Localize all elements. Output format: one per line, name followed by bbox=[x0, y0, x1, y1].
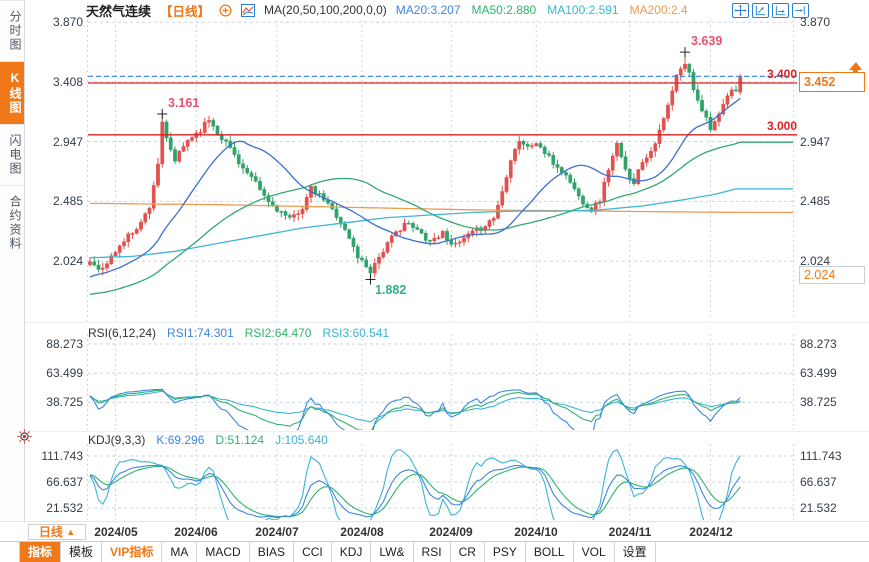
price-axis-label-left: 2.485 bbox=[52, 194, 83, 208]
ma-value-label: MA20:3.207 bbox=[395, 3, 461, 17]
ma-legend-icon bbox=[241, 3, 256, 17]
indicator-tab-RSI[interactable]: RSI bbox=[414, 542, 451, 562]
ma-settings-label[interactable]: MA(20,50,100,200,0,0) bbox=[264, 3, 387, 17]
price-axis-label-left: 3.870 bbox=[52, 15, 83, 29]
indicator-tab-模板[interactable]: 模板 bbox=[61, 542, 103, 562]
kdj-header: KDJ(9,3,3) K:69.296 D:51.124 J:105.640 bbox=[88, 433, 328, 447]
indicator-tab-VOL[interactable]: VOL bbox=[574, 542, 615, 562]
indicator-value-label: J:105.640 bbox=[275, 433, 328, 447]
price-annotation: 3.639 bbox=[691, 34, 723, 48]
ma-value-label: MA50:2.880 bbox=[471, 3, 537, 17]
rsi-title[interactable]: RSI(6,12,24) bbox=[88, 326, 157, 340]
caret-up-icon: ▲ bbox=[66, 527, 76, 537]
price-annotation: 3.161 bbox=[168, 96, 200, 110]
month-tick-label: 2024/12 bbox=[689, 525, 733, 539]
kdj-axis-label-right: 21.532 bbox=[800, 501, 837, 515]
rsi-axis-label-right: 38.725 bbox=[800, 395, 837, 409]
goto-latest-icon[interactable] bbox=[792, 3, 809, 18]
indicator-tab-BIAS[interactable]: BIAS bbox=[250, 542, 295, 562]
rsi-axis-label-right: 88.273 bbox=[800, 337, 837, 351]
kdj-axis-label-left: 21.532 bbox=[46, 501, 83, 515]
period-selector-button[interactable]: 日线 ▲ bbox=[28, 524, 86, 540]
current-price-box: 3.452 bbox=[799, 72, 865, 92]
indicator-tab-MACD[interactable]: MACD bbox=[197, 542, 250, 562]
price-level-lines bbox=[88, 75, 797, 136]
month-tick-label: 2024/11 bbox=[608, 525, 652, 539]
price-axis-label-left: 2.947 bbox=[52, 135, 83, 149]
sidebar: 分时图 K线图 闪电图 合约资料 bbox=[0, 0, 25, 521]
main-price-panel bbox=[88, 52, 793, 295]
month-tick-label: 2024/05 bbox=[94, 525, 138, 539]
ma-values: MA20:3.207 MA50:2.880 MA100:2.591 MA200:2.4 bbox=[396, 3, 688, 17]
kdj-panel bbox=[89, 448, 741, 520]
price-scale-icon[interactable] bbox=[752, 3, 769, 18]
indicator-value-label: K:69.296 bbox=[156, 433, 205, 447]
alert-line-label: 3.400 bbox=[766, 67, 797, 81]
indicator-tab-bar: 指标 模板 VIP指标 MA MACD BIAS CCI KDJ LW& RSI CR PSY BOLL… bbox=[0, 541, 869, 562]
sidebar-item-4[interactable]: 合约资料 bbox=[0, 185, 24, 260]
price-up-arrow-icon bbox=[849, 62, 862, 75]
indicator-tab-PSY[interactable]: PSY bbox=[485, 542, 526, 562]
time-axis-row: 日线 ▲ 2024/05 2024/06 2024/07 2024/08 2024/09… bbox=[0, 521, 869, 541]
price-axis-label-right: 2.024 bbox=[800, 254, 831, 268]
alert-line-label: 3.000 bbox=[766, 119, 797, 133]
instrument-title: 天然气连续 bbox=[86, 3, 152, 19]
month-tick-label: 2024/10 bbox=[514, 525, 558, 539]
month-tick-label: 2024/07 bbox=[255, 525, 299, 539]
price-axis-label-right: 2.947 bbox=[800, 135, 831, 149]
rsi-axis-label-left: 63.499 bbox=[46, 366, 83, 380]
indicator-tab-VIP指标[interactable]: VIP指标 bbox=[102, 542, 163, 562]
indicator-tab-设置[interactable]: 设置 bbox=[615, 542, 656, 562]
time-scale-icon[interactable] bbox=[772, 3, 789, 18]
indicator-value-label: D:51.124 bbox=[215, 433, 265, 447]
month-tick-label: 2024/06 bbox=[174, 525, 218, 539]
indicator-tab-BOLL[interactable]: BOLL bbox=[526, 542, 574, 562]
kdj-axis-label-left: 111.743 bbox=[41, 449, 83, 463]
period-tag: 【日线】 bbox=[160, 4, 211, 19]
rsi-axis-label-left: 38.725 bbox=[46, 395, 83, 409]
grid bbox=[25, 20, 869, 520]
price-annotation: 1.882 bbox=[375, 283, 407, 297]
pan-crosshair-icon[interactable] bbox=[732, 3, 749, 18]
indicator-tab-指标[interactable]: 指标 bbox=[19, 542, 62, 562]
month-tick-label: 2024/09 bbox=[429, 525, 473, 539]
sidebar-item-2[interactable]: K线图 bbox=[0, 61, 24, 124]
price-axis-label-left: 2.024 bbox=[52, 254, 83, 268]
price-axis-label-left: 3.408 bbox=[52, 75, 83, 89]
indicator-tab-KDJ[interactable]: KDJ bbox=[332, 542, 372, 562]
annotation-markers bbox=[157, 47, 690, 285]
indicator-tab-CCI[interactable]: CCI bbox=[294, 542, 332, 562]
rsi-values: RSI1:74.301 RSI2:64.470 RSI3:60.541 bbox=[167, 326, 389, 340]
indicator-tab-MA[interactable]: MA bbox=[162, 542, 198, 562]
sidebar-item-1[interactable]: 分时图 bbox=[0, 0, 24, 61]
indicator-value-label: RSI2:64.470 bbox=[244, 326, 312, 340]
indicator-tab-CR[interactable]: CR bbox=[451, 542, 485, 562]
price-axis-label-right: 3.870 bbox=[800, 15, 831, 29]
kdj-values: K:69.296 D:51.124 J:105.640 bbox=[156, 433, 327, 447]
kdj-axis-label-right: 111.743 bbox=[800, 449, 842, 463]
kdj-axis-label-right: 66.637 bbox=[800, 475, 837, 489]
rsi-header: RSI(6,12,24) RSI1:74.301 RSI2:64.470 RSI3:… bbox=[88, 326, 389, 340]
indicator-value-label: RSI1:74.301 bbox=[167, 326, 234, 340]
low-marker-box: 2.024 bbox=[799, 266, 865, 284]
price-axis-label-right: 2.485 bbox=[800, 194, 831, 208]
month-tick-label: 2024/08 bbox=[340, 525, 384, 539]
alarm-indicator-icon[interactable] bbox=[17, 429, 32, 444]
ma-value-label: MA200:2.4 bbox=[629, 3, 688, 17]
add-indicator-icon[interactable] bbox=[219, 3, 232, 17]
kdj-title[interactable]: KDJ(9,3,3) bbox=[88, 433, 146, 447]
kdj-axis-label-left: 66.637 bbox=[46, 475, 83, 489]
chart-toolbar bbox=[732, 3, 809, 18]
ma-value-label: MA100:2.591 bbox=[547, 3, 619, 17]
chart-header: 天然气连续 【日线】 MA(20,50,100,200,0,0) MA20:3.… bbox=[86, 2, 688, 19]
sidebar-item-3[interactable]: 闪电图 bbox=[0, 124, 24, 185]
indicator-tab-LW&[interactable]: LW& bbox=[371, 542, 414, 562]
rsi-axis-label-left: 88.273 bbox=[46, 337, 83, 351]
rsi-panel bbox=[89, 388, 741, 430]
indicator-value-label: RSI3:60.541 bbox=[322, 326, 390, 340]
rsi-axis-label-right: 63.499 bbox=[800, 366, 837, 380]
